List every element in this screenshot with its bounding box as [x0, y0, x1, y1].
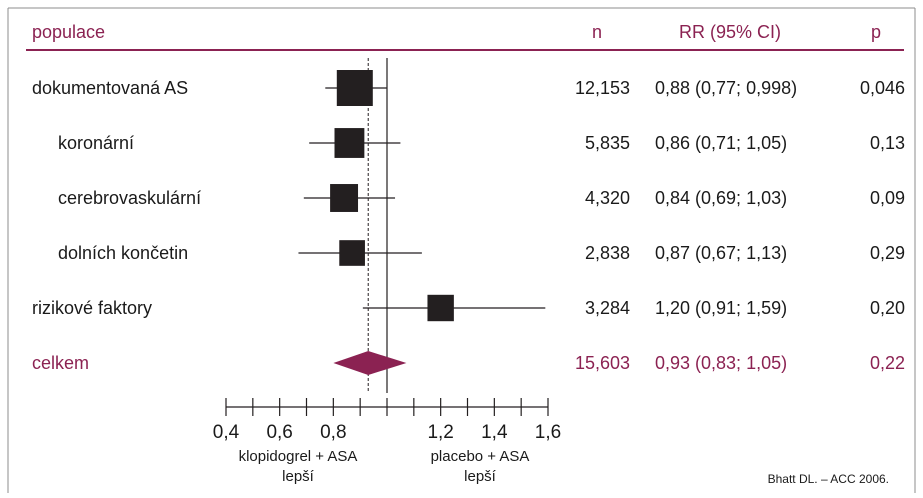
study-row: dokumentovaná AS 12,153 0,88 (0,77; 0,998)…	[32, 70, 905, 106]
header-n: n	[592, 22, 602, 42]
row-rr-ci: 0,86 (0,71; 1,05)	[655, 133, 787, 153]
row-p-value: 0,046	[860, 78, 905, 98]
right-favour-label: placebo + ASA	[431, 448, 530, 465]
row-rr-ci: 0,88 (0,77; 0,998)	[655, 78, 797, 98]
x-tick-label: 1,6	[535, 422, 561, 443]
x-tick-label: 0,8	[320, 422, 346, 443]
overall-p-value: 0,22	[870, 353, 905, 373]
x-tick-label: 1,2	[427, 422, 453, 443]
header-rr: RR (95% CI)	[679, 22, 781, 42]
overall-rr-ci: 0,93 (0,83; 1,05)	[655, 353, 787, 373]
x-tick-label: 1,4	[481, 422, 508, 443]
row-rr-ci: 0,84 (0,69; 1,03)	[655, 188, 787, 208]
x-tick-label: 0,4	[213, 422, 240, 443]
row-label: cerebrovaskulární	[58, 188, 201, 208]
row-rr-ci: 0,87 (0,67; 1,13)	[655, 243, 787, 263]
left-favour-label: klopidogrel + ASA	[239, 448, 358, 465]
overall-row: celkem 15,603 0,93 (0,83; 1,05) 0,22	[32, 351, 905, 375]
x-tick-label: 0,6	[266, 422, 292, 443]
point-estimate-marker	[427, 294, 454, 322]
overall-diamond	[333, 351, 407, 375]
study-rows: dokumentovaná AS 12,153 0,88 (0,77; 0,998)…	[32, 70, 905, 375]
row-n: 5,835	[585, 133, 630, 153]
overall-n: 15,603	[575, 353, 630, 373]
row-p-value: 0,29	[870, 243, 905, 263]
point-estimate-marker	[336, 70, 373, 106]
row-rr-ci: 1,20 (0,91; 1,59)	[655, 298, 787, 318]
study-row: rizikové faktory 3,284 1,20 (0,91; 1,59) 0,…	[32, 294, 905, 322]
row-p-value: 0,13	[870, 133, 905, 153]
overall-label: celkem	[32, 353, 89, 373]
point-estimate-marker	[339, 240, 365, 266]
row-label: koronární	[58, 133, 134, 153]
left-favour-label-2: lepší	[282, 468, 315, 485]
header-p: p	[871, 22, 881, 42]
row-p-value: 0,09	[870, 188, 905, 208]
right-favour-label-2: lepší	[464, 468, 497, 485]
row-label: dokumentovaná AS	[32, 78, 188, 98]
row-n: 2,838	[585, 243, 630, 263]
study-row: dolních končetin 2,838 0,87 (0,67; 1,13) 0,…	[58, 240, 905, 266]
study-row: koronární 5,835 0,86 (0,71; 1,05) 0,13	[58, 128, 905, 158]
source-note: Bhatt DL. – ACC 2006.	[768, 472, 889, 486]
row-n: 3,284	[585, 298, 630, 318]
row-label: dolních končetin	[58, 243, 188, 263]
row-p-value: 0,20	[870, 298, 905, 318]
row-label: rizikové faktory	[32, 298, 152, 318]
study-row: cerebrovaskulární 4,320 0,84 (0,69; 1,03) 0…	[58, 184, 905, 212]
row-n: 12,153	[575, 78, 630, 98]
point-estimate-marker	[334, 128, 365, 158]
point-estimate-marker	[330, 184, 359, 212]
row-n: 4,320	[585, 188, 630, 208]
x-axis: 0,4 0,6 0,8 1,2 1,4 1,6	[213, 398, 561, 443]
header-population: populace	[32, 22, 105, 42]
